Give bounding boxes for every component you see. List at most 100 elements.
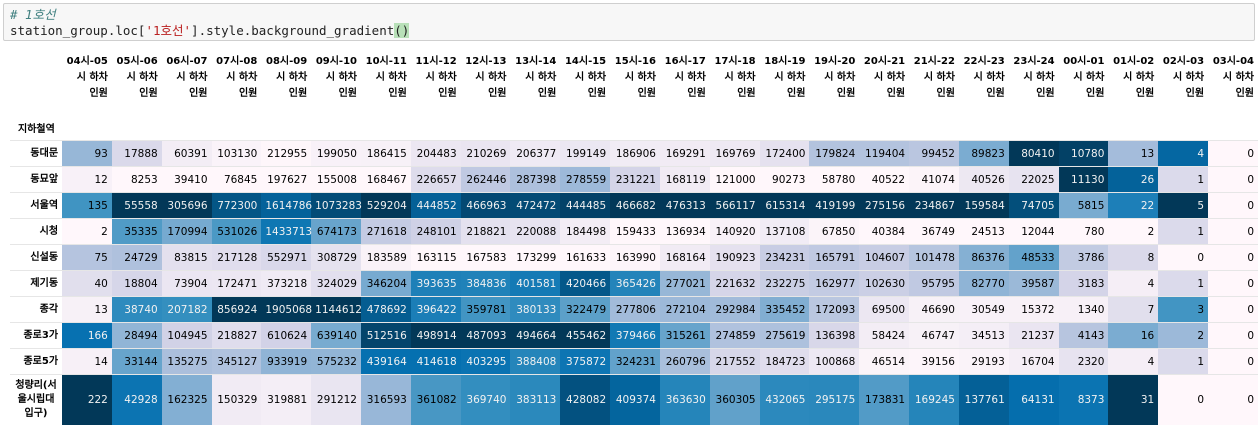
column-header-line: 시 하차: [525, 72, 557, 83]
column-header-line: 시 하차: [1023, 72, 1055, 83]
data-cell: 7: [1108, 296, 1159, 323]
data-cell: 168164: [659, 244, 710, 271]
data-cell: 1905068: [261, 296, 312, 323]
data-cell: 0: [1208, 166, 1258, 193]
data-cell: 135: [62, 192, 112, 219]
data-cell: 14: [62, 348, 112, 375]
data-cell: 322479: [560, 296, 611, 323]
column-header-line: 10시-11: [365, 56, 407, 67]
data-cell: 163115: [410, 244, 461, 271]
data-cell: 162325: [161, 374, 212, 425]
styled-dataframe: 04시-05 시 하차 인원 05시-06 시 하차 인원 06시-07 시 하차 인원 07시-…: [10, 50, 1258, 425]
data-cell: 39587: [1008, 270, 1059, 297]
data-cell: 1073283: [311, 192, 362, 219]
data-cell: 135275: [161, 348, 212, 375]
data-cell: 248101: [410, 218, 461, 245]
data-cell: 444852: [410, 192, 461, 219]
data-cell: 455462: [560, 322, 611, 349]
data-cell: 361082: [410, 374, 461, 425]
data-cell: 476313: [659, 192, 710, 219]
data-cell: 155008: [311, 166, 361, 193]
column-header-line: 시 하차: [624, 72, 656, 83]
data-cell: 74705: [1008, 192, 1059, 219]
data-cell: 0: [1208, 348, 1258, 375]
data-cell: 40522: [859, 166, 910, 193]
column-header: 04시-05 시 하차 인원: [62, 50, 112, 120]
column-header-line: 시 하차: [824, 72, 856, 83]
data-cell: 13: [1108, 140, 1159, 167]
data-cell: 0: [1158, 374, 1209, 425]
column-header: 13시-14 시 하차 인원: [510, 50, 560, 120]
data-cell: 575232: [311, 348, 361, 375]
column-header-line: 01시-02: [1113, 56, 1155, 67]
data-cell: 186415: [361, 140, 411, 167]
column-header: 15시-16 시 하차 인원: [610, 50, 660, 120]
data-cell: 104607: [859, 244, 910, 271]
data-cell: 172471: [211, 270, 262, 297]
column-header-line: 시 하차: [375, 72, 407, 83]
data-cell: 13: [62, 296, 112, 323]
data-cell: 8373: [1058, 374, 1109, 425]
data-cell: 210269: [460, 140, 511, 167]
data-cell: 40: [62, 270, 112, 297]
code-string: '1호선': [145, 23, 192, 38]
data-cell: 360305: [709, 374, 760, 425]
data-cell: 17888: [111, 140, 162, 167]
column-header: 19시-20 시 하차 인원: [809, 50, 859, 120]
column-header: 18시-19 시 하차 인원: [760, 50, 810, 120]
data-cell: 444485: [560, 192, 611, 219]
data-cell: 275619: [759, 322, 810, 349]
column-header-line: 인원: [1086, 88, 1105, 99]
data-cell: 231221: [610, 166, 660, 193]
column-header-line: 12시-13: [465, 56, 507, 67]
data-cell: 40384: [859, 218, 910, 245]
column-header-line: 인원: [587, 88, 607, 99]
column-header-line: 19시-20: [814, 56, 856, 67]
data-cell: 2: [1158, 322, 1209, 349]
column-header-line: 인원: [89, 88, 108, 99]
table-row: 동묘앞 12 8253 39410 76845 197627 155008 168467 226…: [10, 166, 1258, 193]
data-cell: 93: [62, 140, 112, 167]
data-cell: 103130: [211, 140, 262, 167]
data-cell: 1614786: [261, 192, 312, 219]
column-header-line: 18시-19: [764, 56, 806, 67]
data-cell: 167583: [460, 244, 511, 271]
code-cell-input[interactable]: # 1호선 station_group.loc['1호선'].style.bac…: [3, 3, 1255, 41]
data-cell: 3786: [1058, 244, 1109, 271]
column-header-line: 시 하차: [126, 72, 158, 83]
data-cell: 5815: [1058, 192, 1109, 219]
column-header: 20시-21 시 하차 인원: [859, 50, 909, 120]
data-cell: 1: [1158, 218, 1209, 245]
station-name: 신설동: [30, 251, 59, 263]
data-cell: 262446: [460, 166, 511, 193]
column-header-line: 22시-23: [963, 56, 1005, 67]
data-cell: 82770: [958, 270, 1009, 297]
column-header-line: 인원: [737, 88, 756, 99]
column-header-line: 인원: [238, 88, 258, 99]
column-header-line: 20시-21: [863, 56, 906, 67]
data-cell: 420466: [560, 270, 611, 297]
data-cell: 75: [62, 244, 112, 271]
column-header: 23시-24 시 하차 인원: [1009, 50, 1059, 120]
data-cell: 373218: [261, 270, 312, 297]
data-cell: 36749: [909, 218, 959, 245]
data-cell: 345127: [211, 348, 262, 375]
data-cell: 8: [1108, 244, 1159, 271]
column-header: 03시-04 시 하차 인원: [1208, 50, 1258, 120]
data-cell: 18804: [111, 270, 162, 297]
data-cell: 324231: [610, 348, 660, 375]
data-cell: 531026: [211, 218, 262, 245]
data-cell: 159584: [958, 192, 1009, 219]
data-cell: 1340: [1058, 296, 1109, 323]
data-cell: 419199: [809, 192, 860, 219]
data-cell: 234231: [759, 244, 810, 271]
data-cell: 76845: [211, 166, 262, 193]
column-header-line: 인원: [288, 88, 308, 99]
data-cell: 99452: [909, 140, 959, 167]
data-cell: 1144612: [311, 296, 362, 323]
data-cell: 232275: [759, 270, 810, 297]
data-cell: 4: [1108, 348, 1159, 375]
data-cell: 0: [1208, 244, 1258, 271]
data-cell: 30549: [958, 296, 1009, 323]
code-text: station_group.loc[: [10, 23, 146, 38]
